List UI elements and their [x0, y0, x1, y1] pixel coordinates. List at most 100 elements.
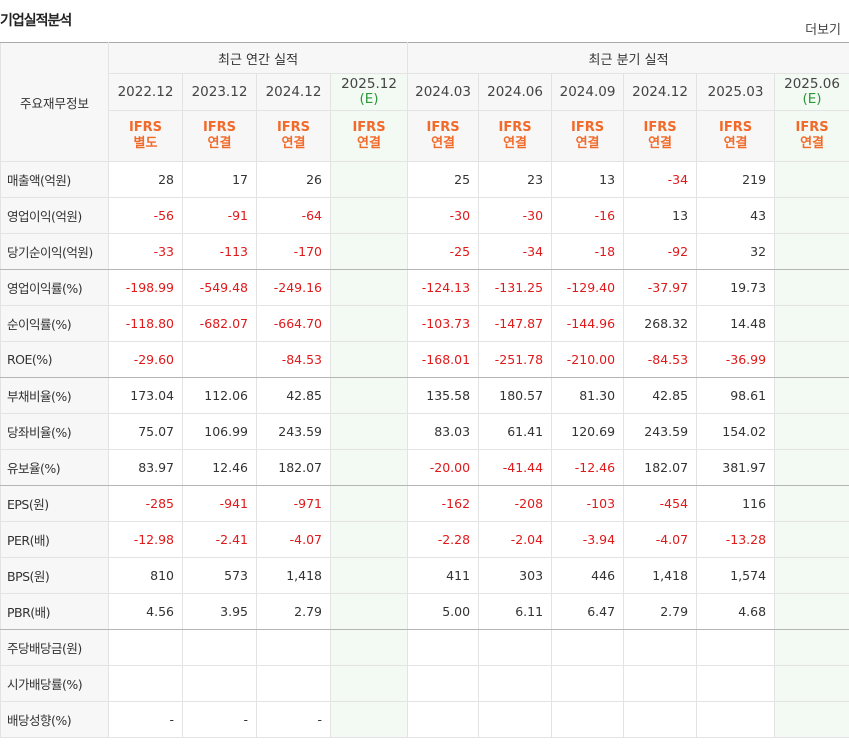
- more-link[interactable]: 더보기: [805, 23, 841, 38]
- row-label: 영업이익률(%): [0, 269, 109, 306]
- value-cell: 219: [696, 161, 776, 198]
- data-row: 순이익률(%) -118.80 -682.07 -664.70 -103.73 -147.…: [0, 305, 849, 342]
- value-cell: -2.28: [407, 521, 480, 558]
- value-cell: [774, 629, 849, 666]
- value-cell: [407, 701, 480, 738]
- value-cell: 6.11: [478, 593, 553, 630]
- value-cell: -18: [551, 233, 625, 270]
- value-cell: [182, 629, 257, 666]
- accounting-standard: IFRS: [128, 120, 163, 135]
- period-date: 2024.12: [632, 83, 688, 100]
- value-cell: 13: [551, 161, 625, 198]
- value-cell: [329, 449, 409, 486]
- value-cell: [551, 629, 625, 666]
- value-cell: [774, 665, 849, 702]
- value-cell: -: [108, 701, 183, 738]
- data-row: 영업이익률(%) -198.99 -549.48 -249.16 -124.13 -131…: [0, 269, 849, 306]
- value-cell: -129.40: [551, 269, 625, 306]
- value-cell: 1,418: [256, 557, 331, 594]
- value-cell: [256, 629, 331, 666]
- value-cell: [774, 161, 849, 198]
- value-cell: -37.97: [623, 269, 698, 306]
- value-cell: -12.46: [551, 449, 625, 486]
- row-label: 당기순이익(억원): [0, 233, 109, 270]
- data-row: 매출액(억원) 28 17 26 25 23 13 -34 219: [0, 161, 849, 198]
- period-date: 2024.09: [559, 83, 616, 100]
- value-cell: -13.28: [696, 521, 776, 558]
- value-cell: -124.13: [407, 269, 480, 306]
- value-cell: -25: [407, 233, 480, 270]
- value-cell: [774, 305, 849, 342]
- value-cell: 182.07: [623, 449, 698, 486]
- value-cell: [774, 521, 849, 558]
- value-cell: 81.30: [551, 377, 625, 414]
- group-header: 최근 분기 실적: [407, 42, 849, 74]
- period-date: 2025.12: [341, 76, 397, 92]
- value-cell: [329, 665, 409, 702]
- value-cell: -170: [256, 233, 331, 270]
- value-cell: -168.01: [407, 341, 480, 378]
- consolidation-basis: 연결: [575, 136, 600, 151]
- consolidation-basis: 연결: [648, 136, 672, 151]
- value-cell: -33: [108, 233, 183, 270]
- value-cell: -131.25: [478, 269, 553, 306]
- value-cell: 42.85: [623, 377, 698, 414]
- basis-header: IFRS 연결: [551, 110, 625, 162]
- value-cell: 17: [182, 161, 257, 198]
- value-cell: -34: [623, 161, 698, 198]
- accounting-standard: IFRS: [795, 120, 829, 135]
- value-cell: -3.94: [551, 521, 625, 558]
- value-cell: [329, 413, 409, 450]
- data-row: 부채비율(%) 173.04 112.06 42.85 135.58 180.57 81.3…: [0, 377, 849, 414]
- row-label: 부채비율(%): [0, 377, 109, 414]
- value-cell: -41.44: [478, 449, 553, 486]
- value-cell: 19.73: [696, 269, 776, 306]
- value-cell: 135.58: [407, 377, 480, 414]
- value-cell: 120.69: [551, 413, 625, 450]
- value-cell: 26: [256, 161, 331, 198]
- value-cell: -84.53: [256, 341, 331, 378]
- group-header: 최근 연간 실적: [107, 42, 409, 74]
- basis-header: IFRS 연결: [182, 110, 257, 162]
- value-cell: 182.07: [256, 449, 331, 486]
- accounting-standard: IFRS: [202, 120, 237, 135]
- value-cell: 243.59: [623, 413, 698, 450]
- value-cell: -4.07: [623, 521, 698, 558]
- value-cell: [329, 233, 409, 270]
- value-cell: [696, 701, 776, 738]
- value-cell: 12.46: [182, 449, 257, 486]
- value-cell: [407, 629, 480, 666]
- value-cell: -249.16: [256, 269, 331, 306]
- value-cell: [108, 629, 183, 666]
- row-label: 배당성향(%): [0, 701, 109, 738]
- period-header: 2022.12: [108, 73, 183, 111]
- section-title: 기업실적분석: [0, 13, 72, 29]
- consolidation-basis: 별도: [133, 136, 158, 151]
- value-cell: [329, 701, 409, 738]
- header-row: 2022.12 2023.12 2024.12 2025.12 (E) 2024.03 20…: [1, 73, 849, 111]
- financial-table: 주요재무정보 최근 연간 실적 최근 분기 실적 2022.12 2023.12 2024…: [0, 42, 849, 738]
- consolidation-basis: 연결: [503, 136, 527, 151]
- value-cell: 5.00: [407, 593, 480, 630]
- accounting-standard: IFRS: [276, 120, 311, 135]
- value-cell: 112.06: [182, 377, 257, 414]
- value-cell: [774, 557, 849, 594]
- period-header: 2025.03: [696, 73, 776, 111]
- value-cell: -2.04: [478, 521, 553, 558]
- row-label: 당좌비율(%): [0, 413, 109, 450]
- consolidation-basis: 연결: [281, 136, 306, 151]
- value-cell: -162: [407, 485, 480, 522]
- value-cell: 154.02: [696, 413, 776, 450]
- value-cell: -4.07: [256, 521, 331, 558]
- value-cell: [329, 161, 409, 198]
- value-cell: [774, 341, 849, 378]
- value-cell: -12.98: [108, 521, 183, 558]
- period-header: 2024.09: [551, 73, 625, 111]
- data-row: 당좌비율(%) 75.07 106.99 243.59 83.03 61.41 120.69…: [0, 413, 849, 450]
- value-cell: 83.97: [108, 449, 183, 486]
- accounting-standard: IFRS: [570, 120, 605, 135]
- row-label: 주당배당금(원): [0, 629, 109, 666]
- value-cell: -941: [182, 485, 257, 522]
- value-cell: 2.79: [623, 593, 698, 630]
